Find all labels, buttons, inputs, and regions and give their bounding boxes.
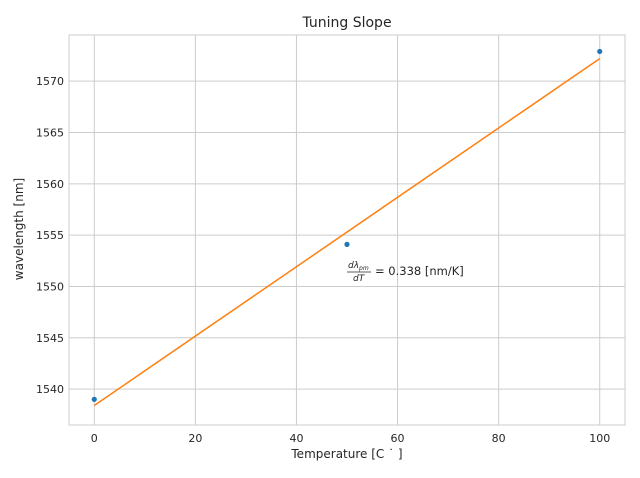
x-tick-label: 0: [91, 432, 98, 445]
data-point: [344, 241, 350, 247]
y-tick-label: 1560: [36, 178, 64, 191]
data-point: [91, 396, 97, 402]
series-layer: [91, 48, 603, 407]
x-tick-label: 20: [188, 432, 202, 445]
x-axis-label: Temperature [C ˙ ]: [290, 447, 402, 461]
y-tick-label: 1570: [36, 75, 64, 88]
annotation-value: = 0.338 [nm/K]: [375, 264, 464, 278]
y-ticks: 1540 1545 1550 1555 1560 1565 1570: [36, 75, 64, 396]
annotation-numerator: dλpm: [348, 261, 369, 272]
grid: [69, 35, 625, 425]
y-tick-label: 1555: [36, 229, 64, 242]
chart-title: Tuning Slope: [301, 15, 391, 31]
x-tick-label: 100: [589, 432, 610, 445]
y-tick-label: 1550: [36, 280, 64, 293]
x-tick-label: 80: [492, 432, 506, 445]
x-ticks: 0 20 40 60 80 100: [91, 432, 610, 445]
y-axis-label: wavelength [nm]: [12, 178, 26, 280]
data-point: [597, 48, 603, 55]
y-tick-label: 1565: [36, 127, 64, 140]
annotation-numerator-sub: pm: [358, 265, 369, 272]
x-tick-label: 60: [391, 432, 405, 445]
fit-line: [93, 57, 601, 407]
y-tick-label: 1545: [36, 332, 64, 345]
annotation-numerator-main: dλ: [348, 261, 359, 271]
y-tick-label: 1540: [36, 383, 64, 396]
plot-frame: [68, 34, 626, 426]
x-tick-label: 40: [289, 432, 303, 445]
annotation-denominator: dT: [353, 274, 366, 284]
slope-annotation: dλpm dT = 0.338 [nm/K]: [347, 261, 464, 284]
